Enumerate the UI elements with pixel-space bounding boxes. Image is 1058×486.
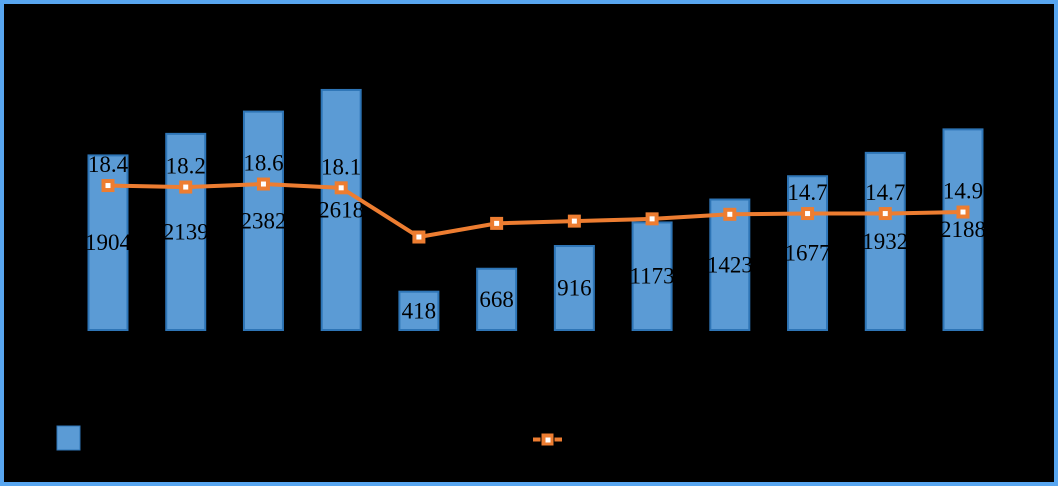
line-value-label: 18.2 [166,154,206,179]
bar-series-group [87,88,984,332]
line-marker-core [882,211,888,217]
legend-line-marker-core [545,437,551,443]
growth-line [107,182,964,240]
bar-value-label: 1904 [85,230,132,255]
line-marker-core [649,216,655,222]
bar [242,110,284,331]
bar-value-label: 668 [479,287,514,312]
bar-value-label: 2382 [240,208,286,233]
line-marker-core [416,234,422,240]
bar [631,221,673,331]
legend-bar-swatch [56,425,81,451]
line-marker-core [805,211,811,217]
line-marker-core [571,218,577,224]
bar [553,245,595,331]
line-value-label: 18.6 [243,151,283,176]
line-marker-core [338,185,344,191]
bar-value-label: 418 [402,298,437,323]
bar [398,290,440,332]
line-marker-core [960,209,966,215]
bar [165,132,207,331]
bar-value-label: 2188 [940,217,986,242]
line-value-label: 14.9 [943,179,983,204]
bar [942,128,984,331]
line-marker-core [183,184,189,190]
line-value-label: 18.1 [321,154,361,179]
line-series-group [101,177,970,244]
bar [787,175,829,331]
legend [56,425,562,451]
bar-value-label: 2139 [163,219,209,244]
bar-value-label: 916 [557,276,592,301]
line-marker-core [105,183,111,189]
line-value-label: 18.4 [88,152,129,177]
bar [864,151,906,331]
bar-value-label: 1173 [630,264,675,289]
line-marker-core [260,181,266,187]
line-value-label: 14.7 [865,180,905,205]
bar-value-label: 1677 [785,241,831,266]
bar [476,267,518,331]
bar-value-label: 2618 [318,197,364,222]
bar-value-label: 1423 [707,252,753,277]
bar [709,198,751,331]
line-value-label: 14.7 [787,180,827,205]
bar-value-label: 1932 [862,229,908,254]
data-labels-group: 1904 2139 2382 2618 418 668 916 1173 1423 1677 193… [85,151,986,324]
bar [320,88,362,331]
line-marker-core [727,211,733,217]
line-marker-core [494,220,500,226]
